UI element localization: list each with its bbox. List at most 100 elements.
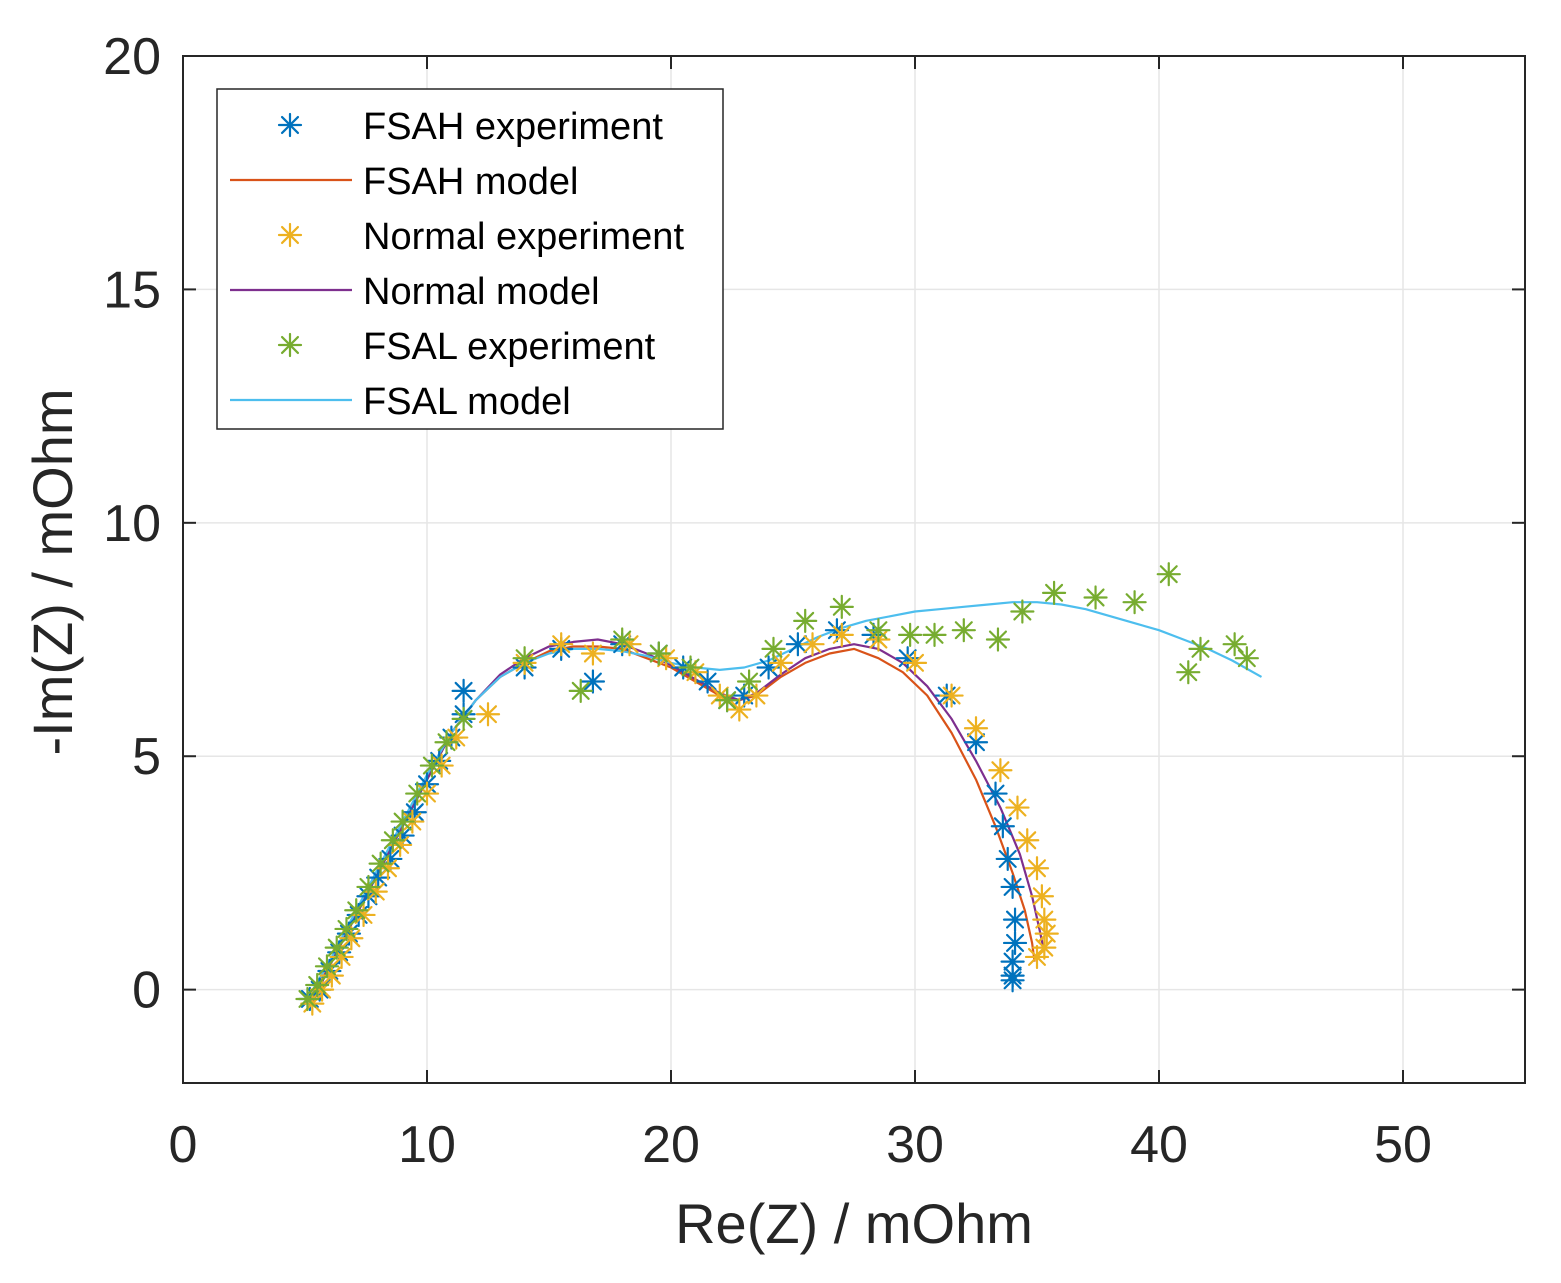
x-tick-label: 50 (1374, 1116, 1432, 1174)
data-point (727, 697, 752, 722)
legend-marker-swatch (277, 332, 303, 358)
data-point (1000, 874, 1025, 900)
data-point (324, 935, 349, 960)
data-point (1176, 660, 1201, 685)
grid-lines (183, 56, 1525, 1083)
x-tick-label: 20 (642, 1116, 700, 1174)
legend-label: FSAL model (363, 381, 571, 423)
data-point (580, 641, 606, 666)
data-point (785, 632, 810, 657)
data-point (451, 706, 476, 731)
data-point (988, 758, 1013, 783)
data-point (1000, 949, 1025, 974)
data-point (715, 688, 740, 713)
data-point (475, 702, 501, 727)
legend-entry-normal-experiment: Normal experiment (277, 216, 684, 258)
data-point (356, 874, 381, 900)
x-tick-label: 30 (886, 1116, 944, 1174)
legend-label: FSAH experiment (363, 106, 663, 148)
data-point (902, 650, 928, 675)
series-fsal-experiment (295, 562, 1259, 1012)
data-point (866, 618, 891, 643)
legend-entry-fsah-model: FSAH model (230, 161, 578, 203)
data-point (580, 669, 606, 694)
axis-ticks (182, 55, 1525, 1083)
data-point (695, 669, 720, 694)
data-point (985, 627, 1011, 652)
data-point (646, 641, 671, 666)
data-point (983, 781, 1008, 806)
x-axis-title: Re(Z) / mOhm (675, 1192, 1033, 1255)
data-point (829, 594, 854, 619)
legend-entry-fsal-experiment: FSAL experiment (277, 326, 656, 368)
x-tick-label: 40 (1130, 1116, 1188, 1174)
data-point (368, 851, 393, 876)
data-point (390, 809, 415, 834)
data-point (768, 650, 793, 675)
data-point (334, 916, 359, 942)
data-point (1234, 646, 1259, 671)
data-point (1002, 930, 1028, 956)
legend-marker-swatch (277, 112, 303, 138)
data-point (829, 622, 854, 647)
data-point (1010, 599, 1035, 624)
data-point (610, 627, 635, 652)
data-point (1029, 884, 1054, 909)
data-point (419, 753, 444, 778)
data-point (405, 781, 430, 806)
data-point (1034, 921, 1059, 946)
data-point (1032, 907, 1057, 932)
data-point (1005, 795, 1030, 820)
y-tick-label: 0 (132, 962, 161, 1020)
data-point (1222, 632, 1247, 657)
data-point (1188, 636, 1213, 661)
y-tick-label: 5 (132, 728, 161, 786)
data-point (1002, 907, 1028, 932)
data-point (1041, 580, 1067, 605)
data-point (295, 986, 320, 1012)
data-point (800, 632, 825, 657)
data-point (451, 678, 476, 703)
data-point (339, 926, 364, 951)
data-point (1083, 585, 1108, 610)
data-point (1000, 968, 1025, 993)
data-point (305, 972, 330, 998)
legend-marker-swatch (277, 222, 303, 248)
data-point (512, 646, 537, 671)
data-point (678, 655, 703, 680)
data-point (990, 814, 1015, 839)
data-point (380, 828, 405, 853)
y-axis-title: -Im(Z) / mOhm (21, 388, 84, 755)
data-point (1015, 828, 1040, 853)
data-point (434, 730, 459, 755)
y-tick-label: 15 (103, 261, 161, 319)
legend-box (216, 88, 724, 430)
data-point (951, 618, 976, 643)
legend-entry-normal-model: Normal model (230, 271, 600, 313)
y-tick-label: 10 (103, 495, 161, 553)
data-point (963, 716, 989, 741)
axes-box (182, 55, 1526, 1084)
data-point (793, 608, 818, 633)
legend-entry-fsal-model: FSAL model (230, 381, 571, 423)
data-point (898, 622, 923, 647)
tick-labels: 0 10 20 30 40 50 0 5 10 15 20 (103, 28, 1432, 1174)
legend-label: Normal model (363, 271, 600, 313)
data-point (1024, 856, 1050, 881)
data-point (995, 846, 1020, 872)
legend-label: Normal experiment (363, 216, 684, 258)
series-layer (295, 562, 1263, 1016)
x-tick-label: 0 (169, 1116, 198, 1174)
data-point (549, 632, 574, 657)
data-point (344, 898, 369, 923)
data-point (568, 678, 593, 703)
data-point (922, 622, 947, 647)
legend-label: FSAL experiment (363, 326, 656, 368)
data-point (1122, 590, 1147, 615)
legend-entry-fsah-experiment: FSAH experiment (277, 106, 663, 148)
data-point (314, 954, 340, 979)
y-tick-label: 20 (103, 28, 161, 86)
data-point (761, 636, 786, 661)
legend-label: FSAH model (363, 161, 578, 203)
